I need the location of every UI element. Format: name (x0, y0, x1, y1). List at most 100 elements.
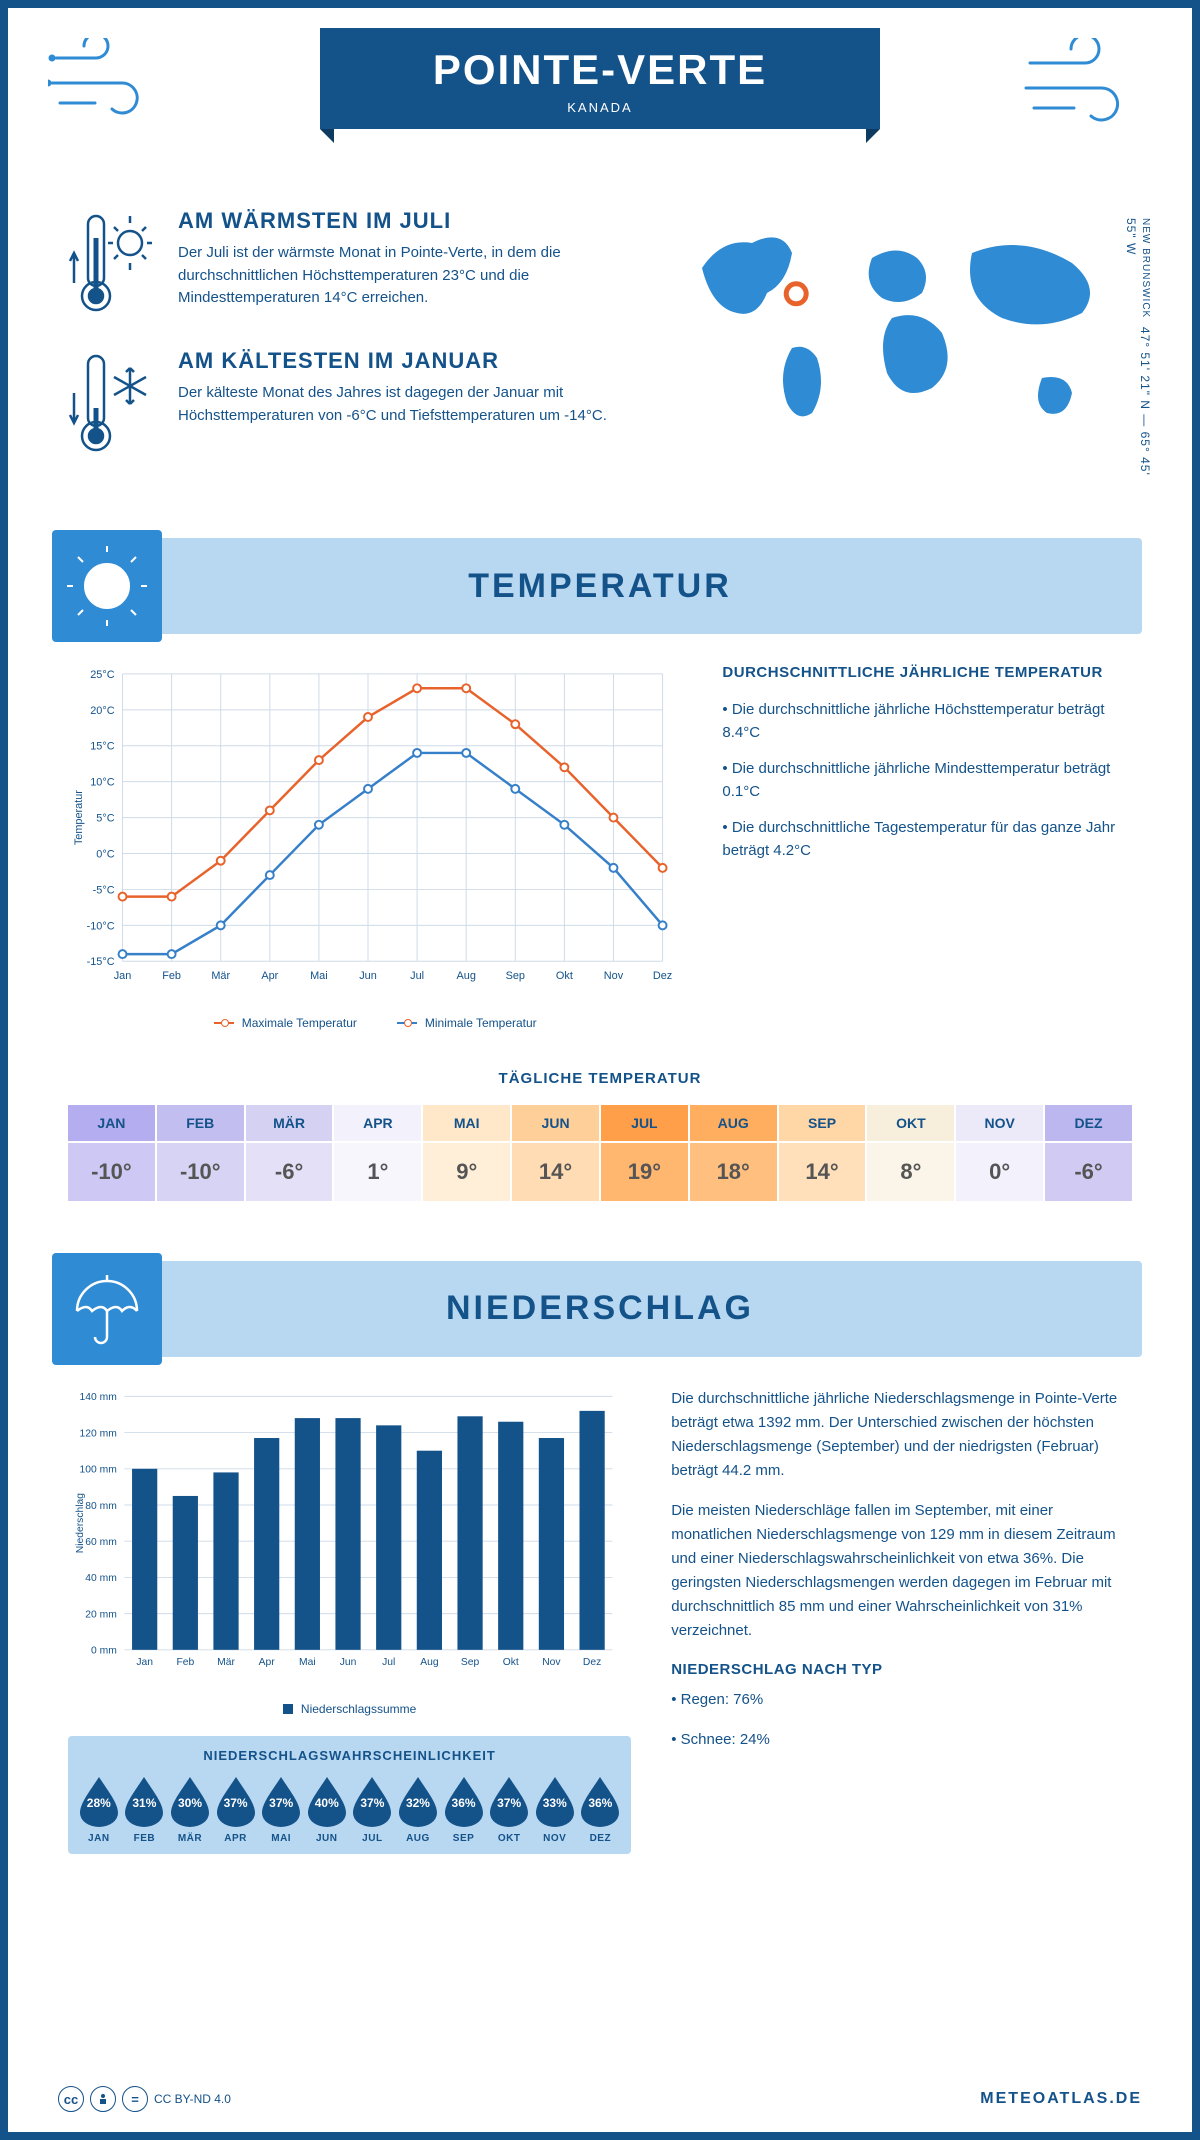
temp-col: MÄR -6° (244, 1105, 333, 1201)
svg-text:Niederschlag: Niederschlag (75, 1493, 86, 1553)
svg-text:Mai: Mai (299, 1657, 316, 1668)
svg-text:25°C: 25°C (90, 669, 114, 681)
top-info: AM WÄRMSTEN IM JULI Der Juli ist der wär… (8, 188, 1192, 518)
by-icon (90, 2086, 116, 2112)
svg-text:15°C: 15°C (90, 741, 114, 753)
thermometer-hot-icon (68, 208, 158, 323)
svg-text:20°C: 20°C (90, 705, 114, 717)
title-banner: POINTE-VERTE KANADA (320, 28, 880, 129)
svg-text:Mär: Mär (211, 970, 230, 982)
bullet: • Die durchschnittliche jährliche Höchst… (722, 699, 1132, 744)
svg-text:-10°C: -10°C (87, 920, 115, 932)
drop-item: 37% JUL (350, 1775, 396, 1844)
paragraph: Die durchschnittliche jährliche Niedersc… (671, 1387, 1132, 1483)
temp-col: JUL 19° (599, 1105, 688, 1201)
drop-item: 30% MÄR (167, 1775, 213, 1844)
svg-text:Aug: Aug (456, 970, 475, 982)
drop-item: 37% APR (213, 1775, 259, 1844)
coldest-block: AM KÄLTESTEN IM JANUAR Der kälteste Mona… (68, 348, 632, 463)
svg-text:Jan: Jan (136, 1657, 153, 1668)
svg-text:100 mm: 100 mm (80, 1464, 117, 1475)
svg-text:0°C: 0°C (96, 848, 114, 860)
precip-probability: NIEDERSCHLAGSWAHRSCHEINLICHKEIT 28% JAN … (68, 1736, 631, 1854)
svg-text:Dez: Dez (583, 1657, 601, 1668)
svg-text:20 mm: 20 mm (85, 1609, 117, 1620)
daily-temp: TÄGLICHE TEMPERATUR JAN -10° FEB -10° MÄ… (8, 1050, 1192, 1241)
svg-text:Nov: Nov (604, 970, 624, 982)
svg-text:120 mm: 120 mm (80, 1428, 117, 1439)
bullet: • Die durchschnittliche jährliche Mindes… (722, 758, 1132, 803)
precip-chart: 0 mm 20 mm 40 mm 60 mm 80 mm 100 mm 120 mm 140 … (68, 1387, 631, 1716)
svg-text:40 mm: 40 mm (85, 1573, 117, 1584)
thermometer-cold-icon (68, 348, 158, 463)
section-title: NIEDERSCHLAG (446, 1289, 754, 1328)
svg-text:Jun: Jun (359, 970, 377, 982)
temp-col: OKT 8° (865, 1105, 954, 1201)
svg-text:Apr: Apr (259, 1657, 276, 1668)
world-map (672, 208, 1132, 468)
temperature-summary: DURCHSCHNITTLICHE JÄHRLICHE TEMPERATUR •… (722, 664, 1132, 1030)
svg-text:60 mm: 60 mm (85, 1537, 117, 1548)
section-title: TEMPERATUR (468, 567, 732, 606)
svg-text:Temperatur: Temperatur (73, 790, 85, 845)
svg-text:-5°C: -5°C (93, 884, 115, 896)
drop-item: 36% SEP (441, 1775, 487, 1844)
wind-icon (48, 38, 178, 128)
svg-text:0 mm: 0 mm (91, 1646, 117, 1657)
nd-icon: = (122, 2086, 148, 2112)
header: POINTE-VERTE KANADA (8, 8, 1192, 188)
temp-col: JAN -10° (68, 1105, 155, 1201)
svg-text:Sep: Sep (506, 970, 525, 982)
svg-text:Jul: Jul (410, 970, 424, 982)
svg-text:Jul: Jul (382, 1657, 395, 1668)
cc-icon: cc (58, 2086, 84, 2112)
svg-text:80 mm: 80 mm (85, 1501, 117, 1512)
paragraph: Die meisten Niederschläge fallen im Sept… (671, 1499, 1132, 1643)
section-header-precip: NIEDERSCHLAG (58, 1261, 1142, 1357)
temp-col: FEB -10° (155, 1105, 244, 1201)
temp-col: DEZ -6° (1043, 1105, 1132, 1201)
sun-icon (52, 530, 162, 642)
coords-label: NEW BRUNSWICK 47° 51' 21" N — 65° 45' 55… (1124, 218, 1152, 488)
precip-summary: Die durchschnittliche jährliche Niedersc… (671, 1387, 1132, 1854)
temp-col: SEP 14° (777, 1105, 866, 1201)
svg-text:Jun: Jun (340, 1657, 357, 1668)
drop-item: 28% JAN (76, 1775, 122, 1844)
drop-item: 32% AUG (395, 1775, 441, 1844)
chart-legend: Niederschlagssumme (68, 1702, 631, 1716)
temp-col: AUG 18° (688, 1105, 777, 1201)
svg-text:Feb: Feb (176, 1657, 194, 1668)
svg-text:Nov: Nov (542, 1657, 561, 1668)
footer: cc = CC BY-ND 4.0 METEOATLAS.DE (8, 2066, 1192, 2132)
drop-item: 37% OKT (486, 1775, 532, 1844)
svg-text:140 mm: 140 mm (80, 1392, 117, 1403)
bullet: • Die durchschnittliche Tagestemperatur … (722, 817, 1132, 862)
svg-text:10°C: 10°C (90, 777, 114, 789)
temp-col: NOV 0° (954, 1105, 1043, 1201)
warmest-block: AM WÄRMSTEN IM JULI Der Juli ist der wär… (68, 208, 632, 323)
svg-text:Okt: Okt (556, 970, 573, 982)
temperature-chart: -15°C-10°C-5°C0°C5°C10°C15°C20°C25°CJanF… (68, 664, 682, 1030)
umbrella-icon (52, 1253, 162, 1365)
svg-text:Feb: Feb (162, 970, 181, 982)
warmest-title: AM WÄRMSTEN IM JULI (178, 208, 632, 234)
page-title: POINTE-VERTE (320, 46, 880, 94)
svg-text:5°C: 5°C (96, 813, 114, 825)
temp-col: MAI 9° (421, 1105, 510, 1201)
drop-item: 36% DEZ (578, 1775, 624, 1844)
svg-text:Mai: Mai (310, 970, 328, 982)
drop-item: 37% MAI (258, 1775, 304, 1844)
drop-item: 31% FEB (122, 1775, 168, 1844)
svg-text:Jan: Jan (114, 970, 132, 982)
temp-col: JUN 14° (510, 1105, 599, 1201)
section-header-temp: TEMPERATUR (58, 538, 1142, 634)
page-subtitle: KANADA (320, 100, 880, 115)
coldest-text: Der kälteste Monat des Jahres ist dagege… (178, 382, 632, 427)
svg-text:Dez: Dez (653, 970, 672, 982)
temp-col: APR 1° (332, 1105, 421, 1201)
chart-legend: .legend-sw:nth-child(1)::after{border-co… (68, 1016, 682, 1030)
drop-item: 33% NOV (532, 1775, 578, 1844)
svg-text:Mär: Mär (217, 1657, 235, 1668)
warmest-text: Der Juli ist der wärmste Monat in Pointe… (178, 242, 632, 310)
license: cc = CC BY-ND 4.0 (58, 2086, 231, 2112)
